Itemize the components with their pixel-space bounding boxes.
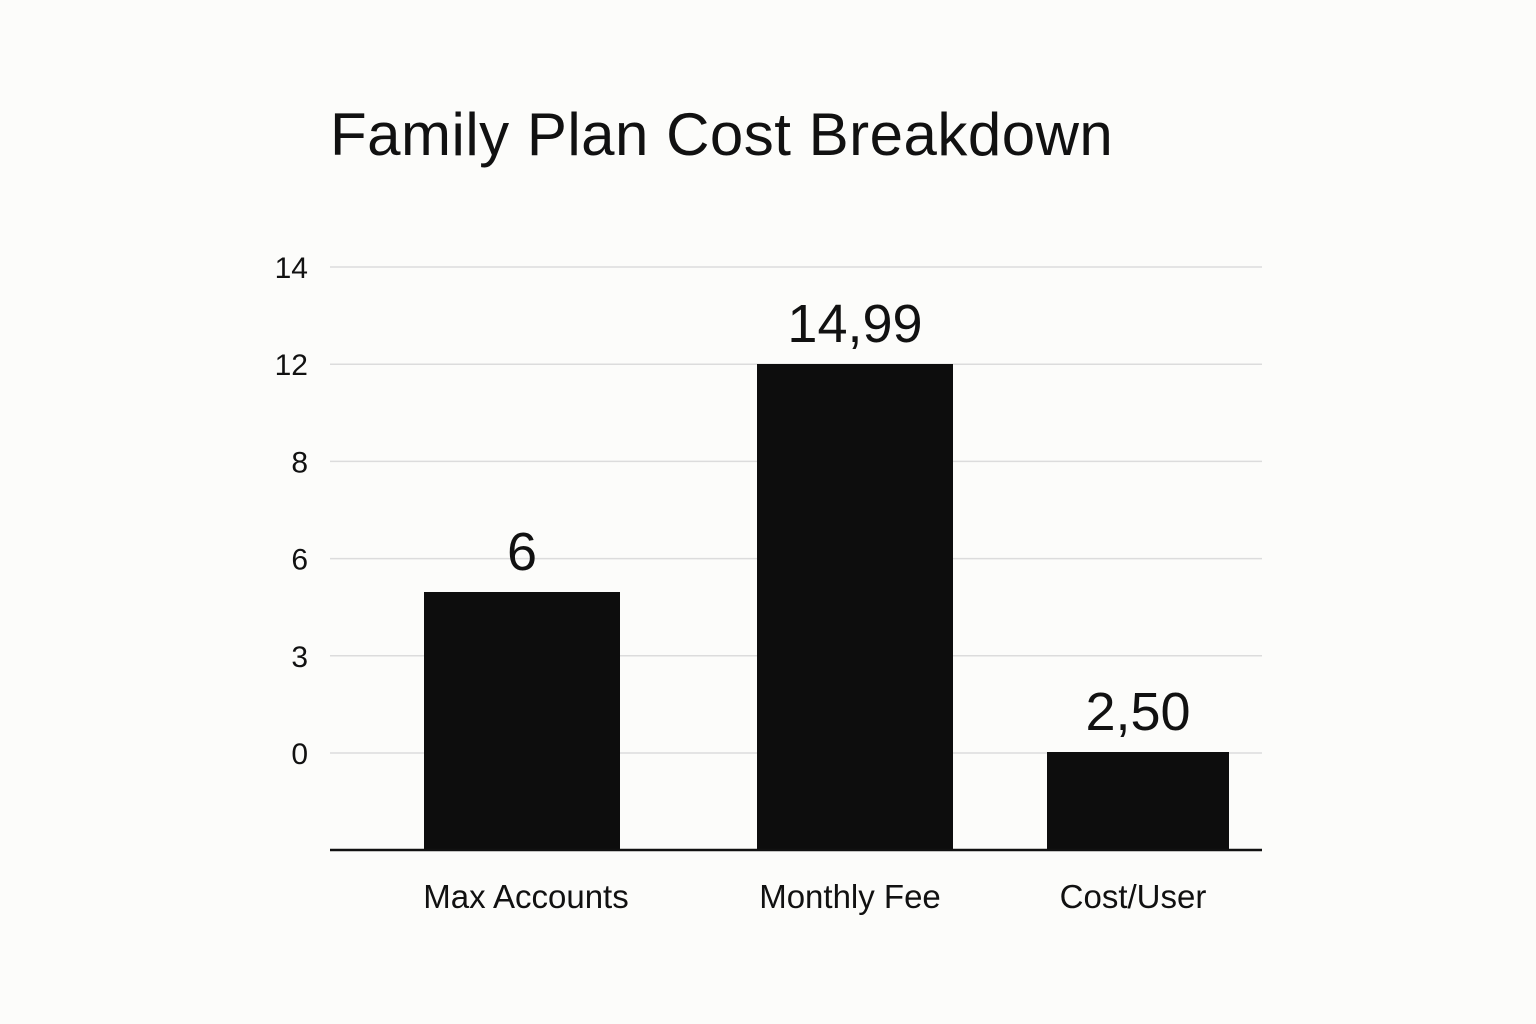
chart-title: Family Plan Cost Breakdown (330, 101, 1114, 168)
data-label: 14,99 (787, 294, 922, 354)
y-tick-label: 3 (291, 641, 308, 674)
x-category-label: Monthly Fee (759, 878, 941, 915)
bar-cost-user (1047, 752, 1229, 850)
bar-max-accounts (424, 592, 620, 850)
x-category-label: Max Accounts (423, 878, 628, 915)
data-label: 2,50 (1085, 682, 1190, 742)
y-tick-label: 8 (291, 446, 308, 479)
x-category-label: Cost/User (1060, 878, 1207, 915)
data-label: 6 (507, 522, 537, 582)
data-labels: 6 14,99 2,50 (507, 294, 1191, 742)
y-tick-label: 6 (291, 544, 308, 577)
y-tick-label: 12 (275, 349, 308, 382)
bars (424, 364, 1229, 850)
y-tick-label: 0 (291, 738, 308, 771)
y-axis-ticks: 0 3 6 8 12 14 (275, 252, 308, 771)
y-tick-label: 14 (275, 252, 308, 285)
bar-monthly-fee (757, 364, 953, 850)
x-axis-categories: Max Accounts Monthly Fee Cost/User (423, 878, 1206, 915)
